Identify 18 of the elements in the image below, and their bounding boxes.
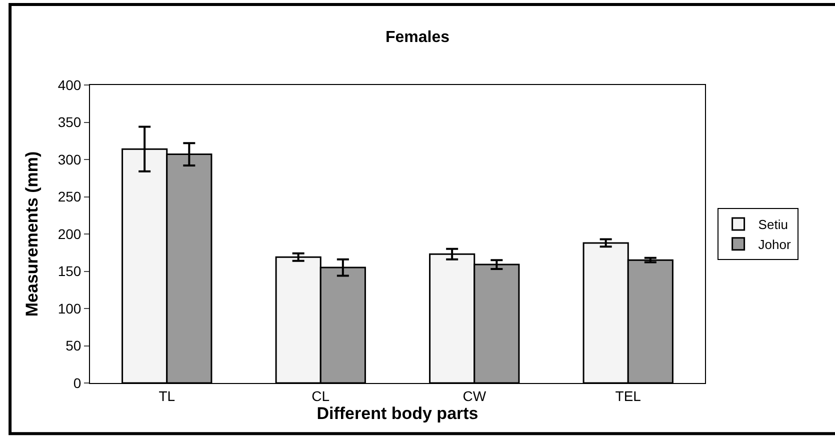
y-tick-label: 300	[58, 151, 82, 168]
y-tick-label: 350	[58, 114, 82, 130]
y-tick-label: 0	[73, 374, 82, 391]
legend-label: Setiu	[758, 217, 788, 232]
y-tick-label: 150	[58, 263, 82, 280]
legend-label: Johor	[758, 236, 792, 252]
x-tick-label: TEL	[615, 388, 642, 404]
x-tick-label: TL	[158, 388, 176, 404]
chart-title: Females	[385, 29, 450, 46]
y-tick-label: 250	[58, 188, 82, 205]
y-tick-label: 50	[66, 338, 82, 354]
y-tick-label: 200	[58, 226, 82, 242]
y-tick-label: 400	[58, 76, 82, 93]
x-tick-label: CL	[312, 388, 330, 404]
x-tick-label: CW	[462, 388, 487, 404]
y-axis-title: Measurements (mm)	[22, 151, 42, 317]
x-axis-title: Different body parts	[316, 404, 478, 423]
y-tick-label: 100	[58, 300, 82, 316]
